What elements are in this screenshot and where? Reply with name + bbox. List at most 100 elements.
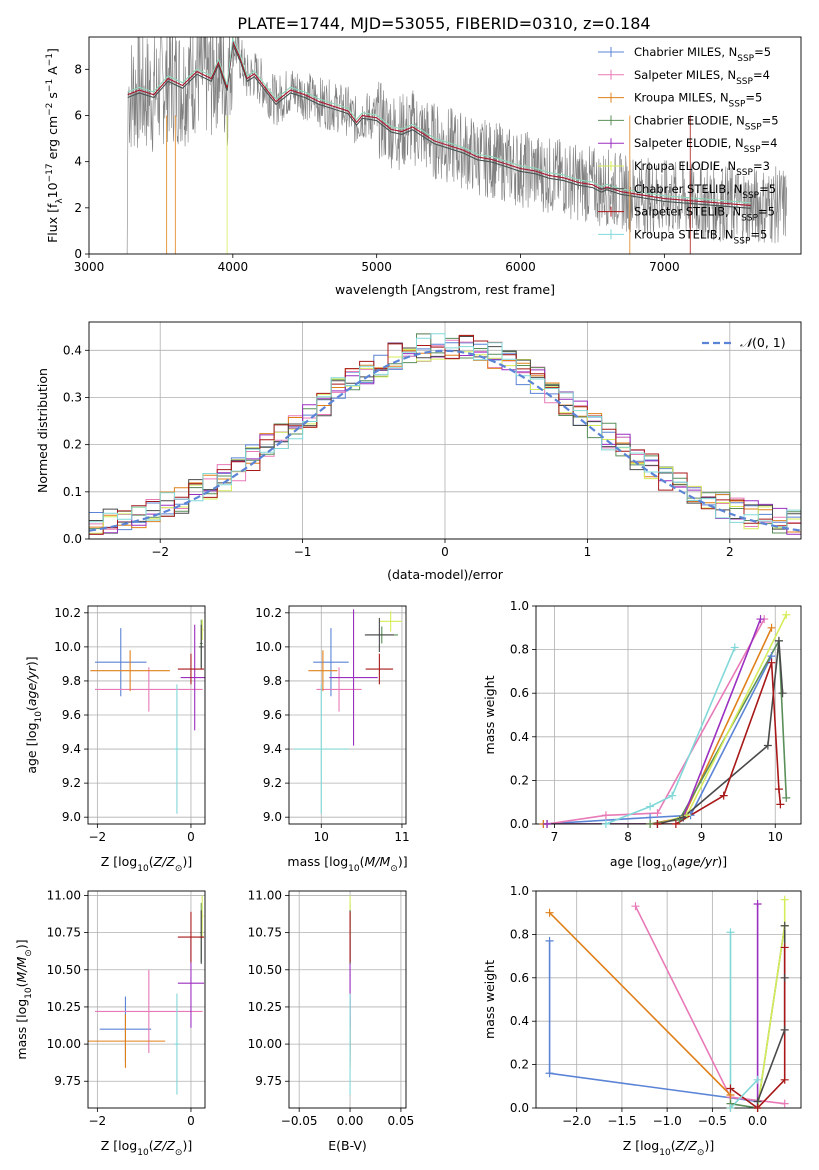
series-marker-salpeter-elodie: [753, 900, 762, 909]
label-part: SSP: [742, 191, 759, 201]
label-part: Kroupa ELODIE, N: [634, 159, 736, 173]
y-axis-label: mass [log10(M/M⊙)]: [14, 939, 34, 1059]
label-part: )]: [182, 1138, 192, 1153]
tick-label-x: 8: [624, 830, 632, 844]
tick-label-y: 0.2: [510, 1058, 529, 1072]
label-part: Z/Z: [153, 1138, 176, 1153]
label-part: ⊙: [24, 949, 34, 957]
label-part: s: [45, 92, 60, 103]
series-marker-salpeter-stelib: [774, 785, 783, 794]
series-marker-salpeter-stelib: [653, 820, 662, 828]
axes-frame: [288, 890, 407, 1109]
label-part: 10: [24, 987, 34, 999]
series-marker-salpeter-stelib: [726, 1084, 735, 1093]
plot-area: [543, 614, 788, 824]
label-part: M/M: [14, 956, 29, 982]
tick-label-x: 0: [187, 830, 195, 844]
label-part: λ: [55, 198, 65, 204]
axes-frame: [535, 890, 802, 1109]
label-part: Chabrier ELODIE, N: [634, 113, 745, 127]
label-part: Chabrier MILES, N: [634, 45, 737, 59]
series-marker-salpeter-stelib: [719, 791, 728, 800]
series-marker-kroupa-elodie: [780, 895, 789, 904]
legend-entry: Chabrier MILES, NSSP=5: [634, 45, 771, 64]
label-part: A: [45, 66, 60, 79]
label-part: )]: [14, 939, 29, 949]
label-part: Salpeter ELODIE, N: [634, 136, 744, 150]
label-part: (: [360, 854, 365, 869]
tick-label-y: 0.0: [510, 817, 529, 831]
model-line-chabrier-stelib: [127, 42, 751, 209]
series-marker-chabrier-stelib: [763, 741, 772, 750]
axes-frame: [535, 605, 802, 825]
legend-entry: Kroupa STELIB, NSSP=5: [634, 227, 767, 246]
tick-label-x: −0.5: [698, 1114, 727, 1128]
label-part: Z/Z: [675, 1138, 698, 1153]
label-part: )]: [24, 656, 39, 666]
tick-label-x: 4000: [218, 260, 249, 274]
tick-label-x: 2: [726, 545, 734, 559]
label-part: SSP: [744, 145, 761, 155]
spectrum-panel: 3000 4000 5000 6000 7000 0 2 4 6 8 wavelength [Ang…: [45, 36, 802, 297]
x-axis-label: age [log10(age/yr)]: [610, 854, 727, 874]
tick-label-y: 8: [74, 62, 82, 76]
tick-label-y: 11.00: [248, 888, 282, 902]
series-marker-chabrier-elodie: [646, 820, 655, 828]
label-part: =5: [762, 113, 779, 127]
histogram-panel: −2 −1 0 1 2 0.0 0.1 0.2 0.3 0.4 𝒩(0, 1) (data-model…: [35, 321, 802, 582]
label-part: ]: [45, 48, 60, 53]
tick-label-y: 1.0: [510, 599, 529, 613]
tick-label-x: −2: [89, 1114, 107, 1128]
tick-label-y: 9.8: [263, 674, 282, 688]
tick-label-y: 9.4: [62, 742, 81, 756]
mass-weight-vs-z-panel: −2.0 −1.5 −1.0 −0.5 0.0 0.0 0.2 0.4 0.6 0.8 1.0 Z […: [482, 884, 802, 1158]
label-part: SSP: [737, 54, 754, 64]
x-axis-label: wavelength [Angstrom, rest frame]: [335, 282, 555, 297]
label-part: 10: [45, 182, 60, 198]
label-part: SSP: [734, 236, 751, 246]
series-marker-kroupa-elodie: [782, 610, 791, 619]
tick-label-x: 5000: [361, 260, 392, 274]
series-marker-salpeter-elodie: [543, 820, 552, 828]
legend-entry: Salpeter ELODIE, NSSP=4: [634, 136, 777, 155]
label-part: =5: [745, 91, 762, 105]
mass-vs-ebv-panel: −0.05 0.00 0.05 9.75 10.00 10.25 10.50 10.75 11.…: [248, 888, 415, 1153]
tick-label-y: 9.4: [263, 742, 282, 756]
series-marker-chabrier-stelib: [778, 689, 787, 698]
legend-entry: 𝒩(0, 1): [740, 335, 786, 350]
series-marker-kroupa-stelib: [601, 820, 610, 828]
y-axis-label: mass weight: [482, 960, 497, 1039]
label-part: Z [log: [623, 1138, 659, 1153]
series-line-chabrier-miles: [548, 940, 759, 1108]
tick-label-x: 0: [187, 1114, 195, 1128]
plot-area: [89, 37, 787, 254]
series-marker-salpeter-elodie: [756, 615, 765, 624]
label-part: age/yr: [677, 854, 718, 869]
series-line-salpeter-stelib: [730, 947, 786, 1108]
tick-label-y: 10.0: [255, 640, 282, 654]
y-axis-label: age [log10(age/yr)]: [24, 656, 44, 773]
label-part: =3: [753, 159, 770, 173]
series-marker-kroupa-stelib: [726, 1104, 735, 1112]
label-part: erg cm: [45, 116, 60, 164]
label-part: 10: [137, 1148, 149, 1158]
tick-label-y: 0.3: [63, 390, 82, 404]
series-line-chabrier-miles: [543, 655, 773, 824]
label-part: Salpeter STELIB, N: [634, 205, 741, 219]
legend-entry: Salpeter MILES, NSSP=4: [634, 68, 770, 87]
series-marker-chabrier-stelib: [679, 813, 688, 822]
label-part: −17: [45, 163, 55, 182]
tick-label-x: −0.05: [281, 1114, 318, 1128]
tick-label-y: 9.8: [62, 674, 81, 688]
x-axis-label: (data-model)/error: [387, 567, 504, 582]
series-marker-chabrier-stelib: [780, 1025, 789, 1034]
tick-label-x: −2.0: [562, 1114, 591, 1128]
tick-label-y: 2: [74, 201, 82, 215]
label-part: 10: [661, 864, 673, 874]
tick-label-y: 0.0: [510, 1101, 529, 1115]
tick-label-y: 11.00: [47, 888, 81, 902]
tick-label-y: 10.75: [47, 926, 81, 940]
